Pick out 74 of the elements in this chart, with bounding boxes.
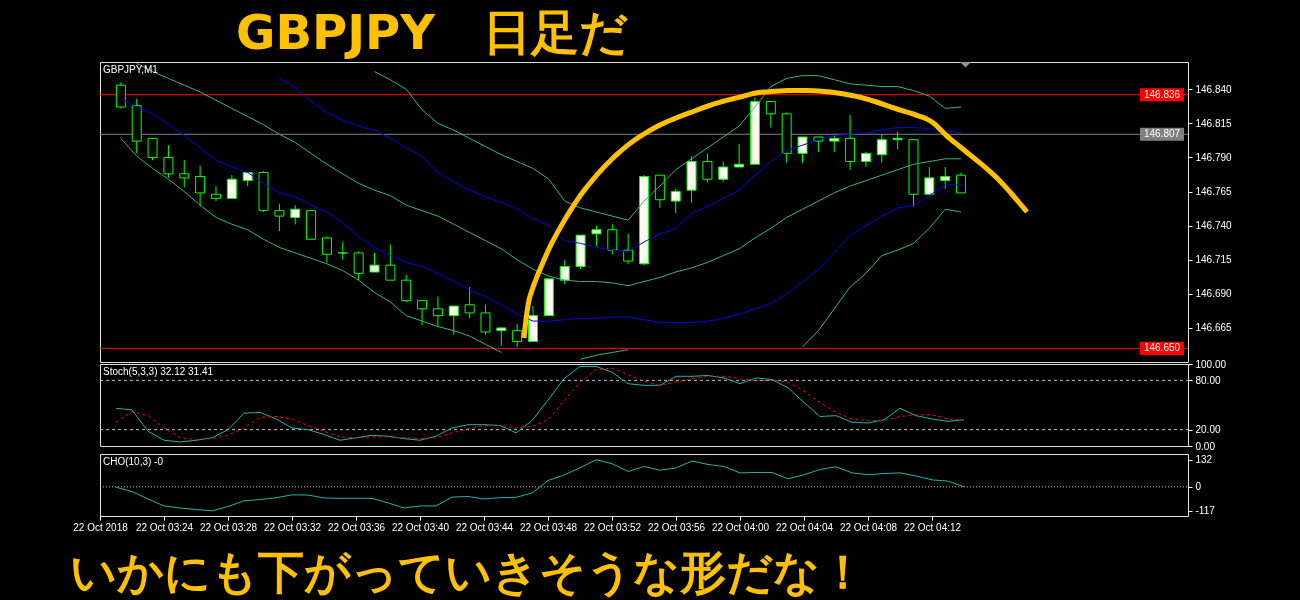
x-tick-label: 22 Oct 03:36 bbox=[327, 521, 386, 533]
text: いかにも下がっていきそうな形だな！ bbox=[70, 545, 866, 599]
x-tick-label: 22 Oct 03:52 bbox=[583, 521, 642, 533]
x-tick-label: 22 Oct 03:48 bbox=[519, 521, 578, 533]
candlestick bbox=[401, 274, 412, 303]
candlestick bbox=[845, 114, 856, 171]
y-tick-label: 132 bbox=[1195, 454, 1213, 466]
candlestick bbox=[623, 233, 634, 265]
candlestick bbox=[385, 244, 396, 281]
y-tick-label: 146.790 bbox=[1195, 151, 1233, 163]
y-tick-label: 146.690 bbox=[1195, 288, 1233, 300]
candlestick bbox=[417, 300, 428, 326]
y-tick-label: 80.00 bbox=[1195, 374, 1221, 386]
candlestick bbox=[353, 251, 364, 281]
candlestick bbox=[512, 323, 523, 348]
text: GBPJPY 日足だ bbox=[236, 4, 628, 60]
candlestick bbox=[432, 296, 443, 328]
chart-title: Stoch(5,3,3) 32.12 31.41 bbox=[103, 366, 214, 377]
chart-title: GBPJPY,M1 bbox=[103, 64, 159, 75]
x-tick-label: 22 Oct 03:24 bbox=[135, 521, 194, 533]
candlestick bbox=[591, 225, 602, 247]
y-tick-label: 146.665 bbox=[1195, 322, 1233, 334]
candlestick bbox=[480, 304, 491, 336]
candlestick bbox=[940, 166, 951, 190]
candlestick bbox=[734, 143, 745, 168]
candlestick bbox=[464, 286, 475, 319]
x-tick-label: 22 Oct 04:00 bbox=[711, 521, 770, 533]
x-tick-label: 22 Oct 03:32 bbox=[263, 521, 322, 533]
candlestick bbox=[226, 174, 237, 199]
candlestick bbox=[702, 152, 713, 183]
candlestick bbox=[876, 133, 887, 164]
candlestick bbox=[179, 159, 190, 188]
x-tick-label: 22 Oct 03:40 bbox=[391, 521, 450, 533]
y-tick-label: 146.740 bbox=[1195, 220, 1233, 232]
candlestick bbox=[115, 81, 126, 109]
candlestick bbox=[956, 171, 967, 194]
candlestick bbox=[559, 259, 570, 285]
line-series bbox=[120, 98, 962, 323]
candlestick bbox=[210, 185, 221, 202]
y-tick-label: 146.815 bbox=[1195, 117, 1233, 129]
y-tick-label: 20.00 bbox=[1195, 424, 1221, 436]
candlestick bbox=[274, 203, 285, 232]
candlestick bbox=[147, 137, 158, 161]
chart-title: CHO(10,3) -0 bbox=[103, 456, 164, 467]
y-tick-label: 100.00 bbox=[1195, 358, 1227, 370]
y-tick-label: 0 bbox=[1195, 481, 1202, 493]
y-tick-label: 146.840 bbox=[1195, 83, 1233, 95]
candlestick bbox=[321, 236, 332, 263]
y-tick-label: -117 bbox=[1195, 505, 1216, 517]
candlestick bbox=[163, 144, 174, 179]
ref-line-label: 146.836 bbox=[1143, 88, 1181, 100]
x-tick-label: 22 Oct 03:44 bbox=[455, 521, 514, 533]
ref-line-label: 146.807 bbox=[1143, 128, 1181, 140]
x-tick-label: 22 Oct 03:56 bbox=[647, 521, 706, 533]
candlestick bbox=[718, 161, 729, 183]
x-tick-label: 22 Oct 2018 bbox=[73, 521, 129, 533]
candlestick bbox=[448, 305, 459, 336]
candlestick bbox=[369, 252, 380, 273]
candlestick bbox=[607, 223, 618, 255]
ref-line-label: 146.650 bbox=[1143, 342, 1181, 354]
candlestick bbox=[290, 204, 301, 225]
x-tick-label: 22 Oct 04:12 bbox=[903, 521, 962, 533]
candlestick bbox=[670, 188, 681, 214]
candlestick bbox=[765, 101, 776, 128]
y-tick-label: 0.00 bbox=[1195, 440, 1216, 452]
x-tick-label: 22 Oct 03:28 bbox=[199, 521, 258, 533]
candlestick bbox=[797, 136, 808, 164]
x-tick-label: 22 Oct 04:08 bbox=[839, 521, 898, 533]
y-tick-label: 146.715 bbox=[1195, 254, 1233, 266]
y-tick-label: 146.765 bbox=[1195, 186, 1233, 198]
candlestick bbox=[195, 165, 206, 208]
candlestick bbox=[924, 166, 935, 197]
x-tick-label: 22 Oct 04:04 bbox=[775, 521, 834, 533]
line-series bbox=[374, 71, 962, 221]
